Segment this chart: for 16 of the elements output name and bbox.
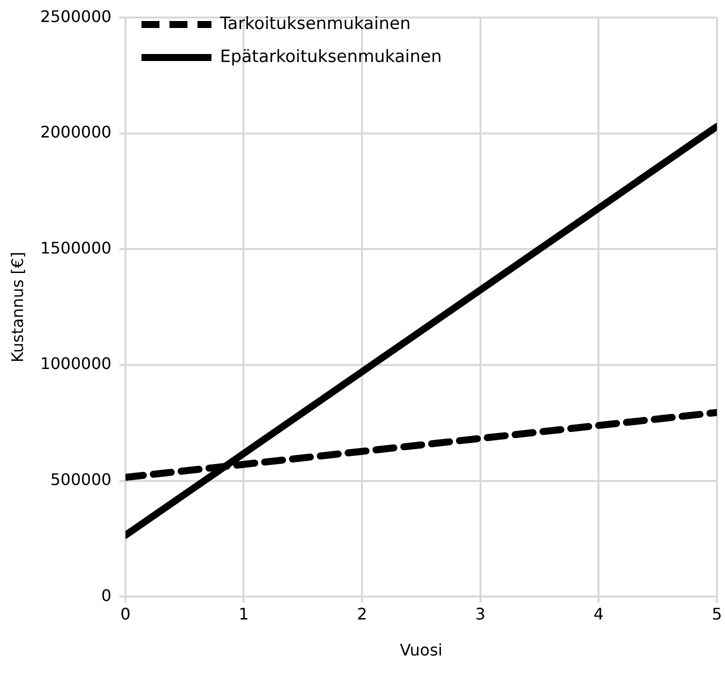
y-tick-label: 0	[101, 586, 112, 605]
x-tick-label: 4	[594, 604, 604, 624]
legend-label: Epätarkoituksenmukainen	[220, 46, 442, 67]
x-tick-label: 5	[712, 604, 722, 624]
x-tick-label: 2	[356, 604, 368, 624]
x-tick-label: 3	[475, 604, 486, 624]
y-tick-label: 1500000	[40, 238, 112, 258]
legend-label: Tarkoituksenmukainen	[218, 14, 411, 34]
x-tick-label: 1	[238, 604, 249, 624]
y-tick-label: 500000	[50, 470, 112, 489]
y-axis-title: Kustannus [€]	[8, 252, 27, 362]
y-tick-label: 2500000	[40, 6, 112, 26]
y-tick-label: 1000000	[40, 354, 112, 374]
y-tick-label: 2000000	[40, 122, 112, 142]
x-tick-label: 0	[120, 604, 131, 624]
x-axis-title: Vuosi	[400, 640, 442, 660]
